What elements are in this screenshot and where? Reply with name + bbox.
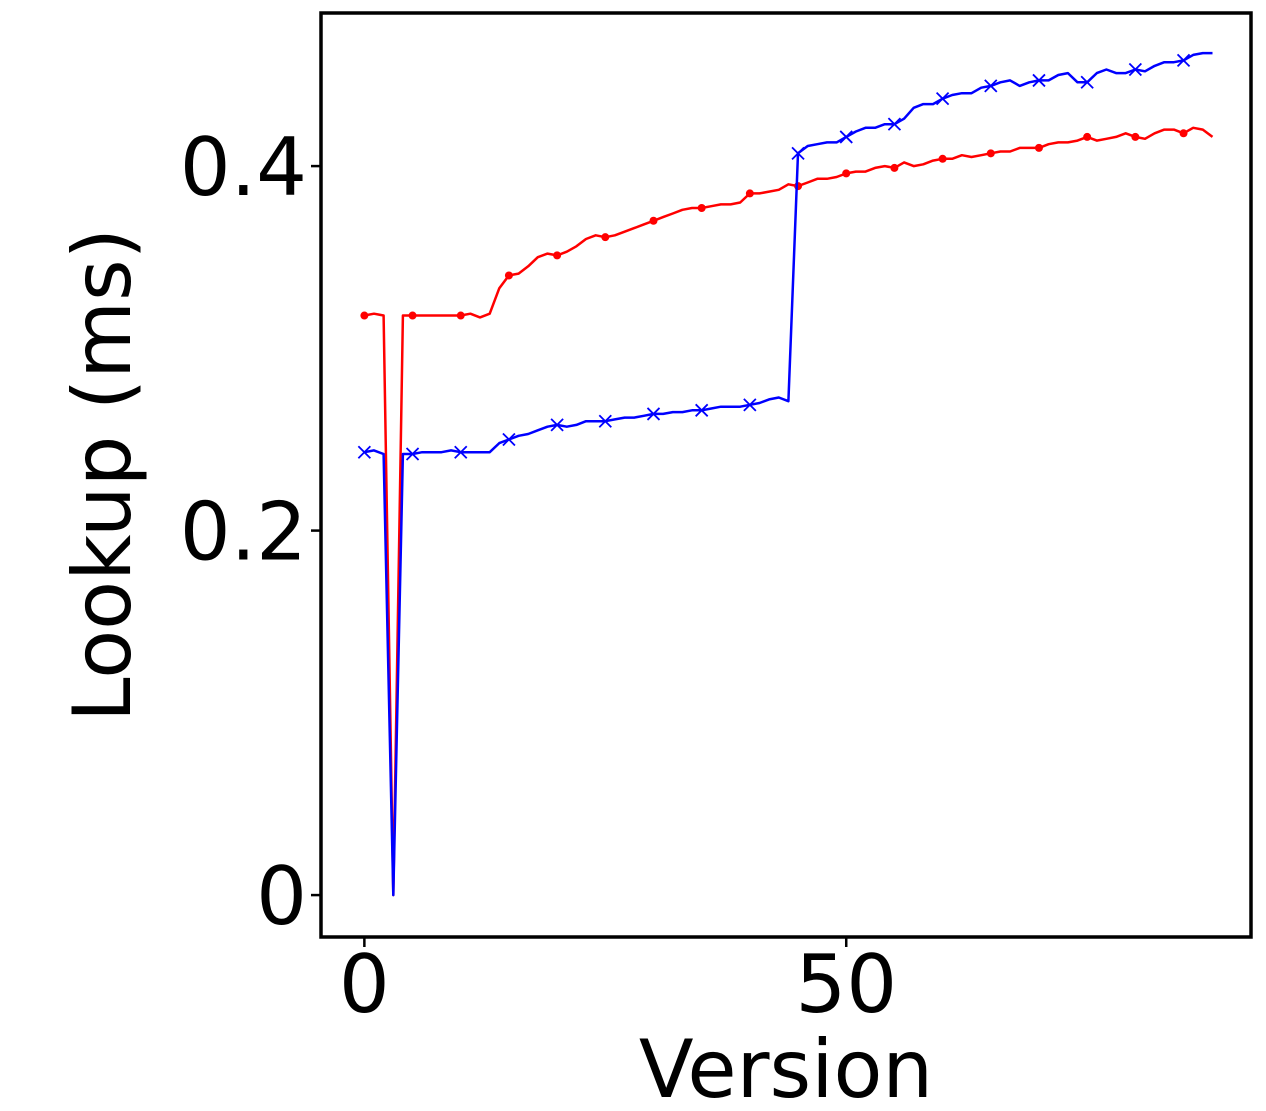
plot-frame [319,11,1253,939]
series-2-point [550,418,564,432]
series-1-point [553,251,562,260]
series-1-point [360,311,369,320]
series-1-point [842,169,851,178]
tick-layer: 0 50 0 0.2 0.4 [180,121,897,1031]
series-2-point [405,447,420,461]
series-2-point [1032,73,1046,88]
series-2-point [791,146,805,160]
series-1-point [986,149,995,158]
series-2-line [364,51,1213,897]
series-2-point [646,407,661,421]
series-1-point [649,216,658,225]
series-2-point [887,117,902,131]
series-1-point [890,163,899,172]
series-2-point [695,403,709,417]
x-axis-label: Version [639,1023,933,1111]
series-2-point [454,445,468,459]
series-1-point [745,189,754,198]
series-2-point [357,445,372,459]
series-1-point [1034,143,1043,152]
x-tick-label: 50 [795,938,897,1031]
series-2-point [1080,75,1094,89]
series-2 [357,51,1213,897]
series-1-point [504,271,513,280]
series-1-point [456,311,465,320]
series-2-point [935,92,950,106]
series-1-point [938,154,947,163]
series-1-point [697,204,706,213]
series-2-point [502,432,516,447]
series-1 [360,126,1214,897]
y-tick-label: 0.4 [180,121,307,214]
y-tick-label: 0.2 [180,486,307,579]
series-2-point [1176,53,1191,68]
series-1-line [364,126,1214,897]
series-1-point [601,233,610,242]
x-tick-label: 0 [339,938,390,1031]
y-axis-label: Lookup (ms) [56,228,149,722]
y-tick-label: 0 [256,850,307,943]
series-1-point [1179,129,1188,138]
series-2-point [743,398,757,412]
series-2-point [1128,62,1142,77]
series-2-point [984,79,998,93]
series-2-point [598,414,612,428]
series-1-point [1131,132,1140,141]
series-2-point [839,130,853,144]
series-1-point [1083,132,1092,141]
series-layer [357,51,1214,897]
series-1-point [408,311,417,320]
